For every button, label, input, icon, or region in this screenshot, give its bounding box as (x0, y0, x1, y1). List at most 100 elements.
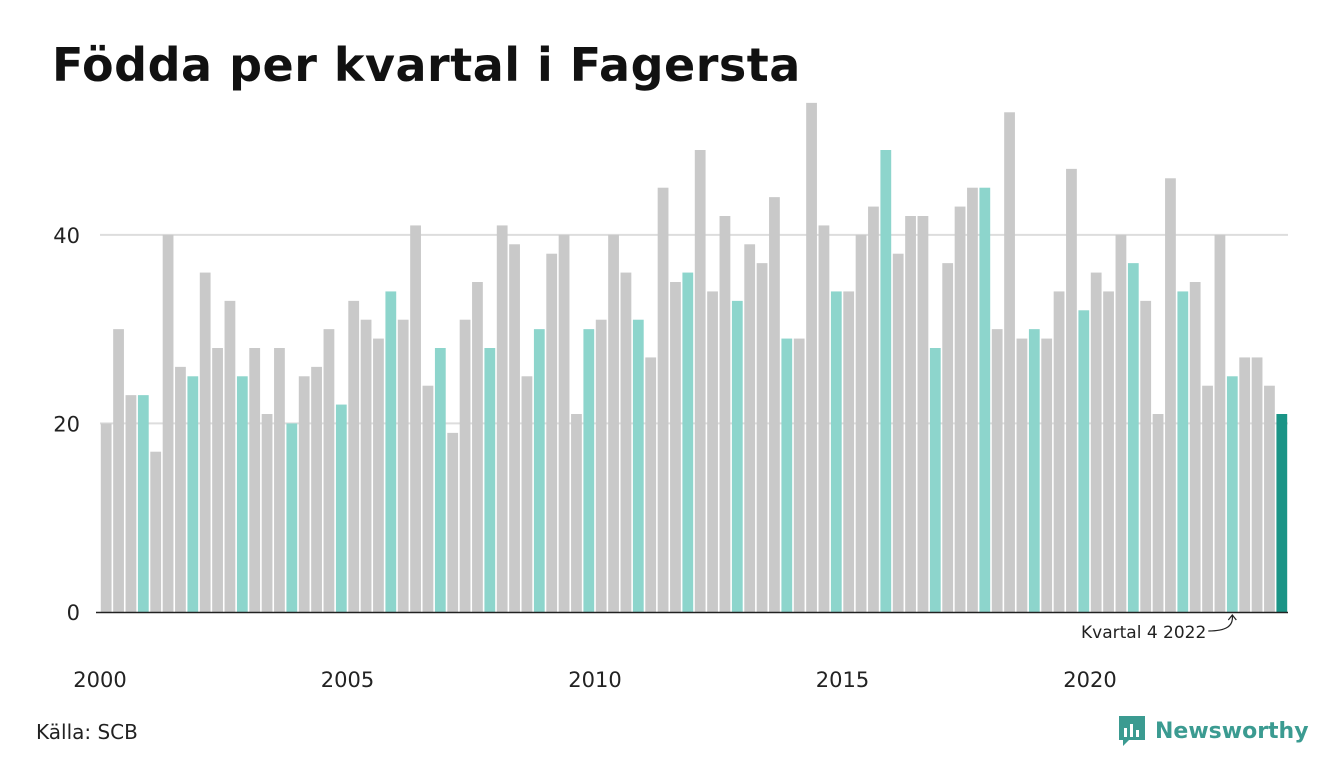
bar (1103, 291, 1114, 612)
bar (583, 329, 595, 612)
bar (731, 300, 743, 612)
bar (1276, 414, 1288, 612)
bar (224, 300, 236, 612)
bar (991, 329, 1003, 612)
bar (769, 197, 780, 612)
bar (311, 366, 322, 612)
bar (385, 291, 397, 612)
x-tick-label: 2005 (321, 668, 374, 692)
bar (422, 385, 434, 612)
bar (1152, 414, 1164, 612)
bar (670, 282, 681, 612)
bar (855, 234, 867, 613)
x-tick-label: 2020 (1063, 668, 1116, 692)
bar (571, 414, 582, 612)
bar (1066, 168, 1077, 613)
gridlines (100, 233, 1288, 425)
bar (113, 329, 124, 612)
bar (1127, 263, 1139, 612)
bar (1041, 338, 1053, 612)
bar (595, 319, 607, 612)
bar (1016, 338, 1028, 612)
brand-logo: Newsworthy (1117, 714, 1309, 748)
bar (546, 253, 558, 612)
bar (632, 319, 644, 612)
bar (236, 376, 248, 612)
bar (447, 432, 459, 612)
bar (707, 291, 718, 612)
bar (286, 423, 298, 612)
x-tick-label: 2000 (73, 668, 126, 692)
bar (533, 329, 545, 612)
bar (682, 272, 694, 612)
bar-chart: 0 20 40 2000 2005 2010 2015 2020 Kvartal 4 202… (53, 102, 1288, 692)
bar (175, 366, 186, 612)
bar (360, 319, 372, 612)
bar (756, 263, 768, 612)
bar (558, 234, 570, 613)
bar (1226, 376, 1238, 612)
bar (830, 291, 842, 612)
y-tick-label: 0 (67, 601, 80, 625)
bar (459, 319, 471, 612)
bar (261, 414, 273, 612)
bar (694, 150, 706, 612)
bar (1214, 234, 1226, 613)
annotation-label: Kvartal 4 2022 (1081, 623, 1206, 643)
bar (100, 423, 112, 612)
bar (410, 225, 421, 612)
bar (496, 225, 508, 612)
bar (125, 395, 137, 612)
bar (397, 319, 409, 612)
bar (1053, 291, 1065, 612)
bar (917, 216, 929, 612)
bar (1078, 310, 1090, 612)
x-axis-tick-labels: 2000 2005 2010 2015 2020 (73, 668, 1116, 692)
x-tick-label: 2010 (568, 668, 621, 692)
bar (212, 348, 223, 612)
bar (868, 206, 879, 612)
bar (1189, 282, 1201, 612)
bar (509, 244, 520, 613)
bar (1004, 112, 1015, 612)
bar (274, 348, 285, 612)
bar (719, 216, 731, 612)
bar (1165, 178, 1176, 613)
y-tick-label: 20 (53, 412, 80, 436)
bar (484, 348, 496, 612)
bar (657, 187, 669, 612)
bar (806, 102, 817, 613)
bar (979, 187, 991, 612)
bar (929, 348, 941, 612)
bar (162, 234, 174, 613)
bar (818, 225, 830, 612)
bar (323, 329, 335, 612)
bar (348, 300, 360, 612)
bar (1264, 385, 1275, 612)
chart-title: Födda per kvartal i Fagersta (52, 38, 801, 92)
bar (645, 357, 657, 612)
x-tick-label: 2015 (816, 668, 869, 692)
bar (187, 376, 199, 612)
bar (1028, 329, 1040, 612)
bar (892, 253, 904, 612)
y-tick-label: 40 (53, 224, 80, 248)
bar (1177, 291, 1189, 612)
bar (967, 187, 978, 612)
bar (521, 376, 533, 612)
bar (843, 291, 855, 612)
annotation-arrow (1208, 614, 1237, 632)
bar (1202, 385, 1213, 612)
bar (954, 206, 966, 612)
bar (781, 338, 793, 612)
bar (880, 150, 892, 612)
bar (1115, 234, 1127, 613)
bars (100, 102, 1288, 613)
newsworthy-logo-icon (1119, 716, 1145, 746)
bar (744, 244, 756, 613)
bar (1140, 300, 1152, 612)
bar (1239, 357, 1251, 612)
bar (1251, 357, 1263, 612)
bar (942, 263, 954, 612)
bar (335, 404, 347, 612)
